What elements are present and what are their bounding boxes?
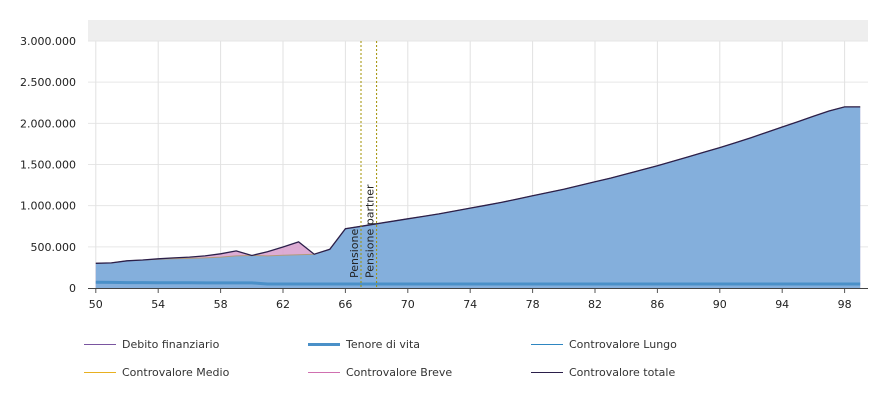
legend-item[interactable]: Tenore di vita xyxy=(308,336,420,352)
x-tick-label: 66 xyxy=(338,298,352,310)
line-controvalore-totale xyxy=(95,106,861,264)
y-tick-label: 3.000.000 xyxy=(20,35,76,48)
legend-label: Debito finanziario xyxy=(122,337,220,351)
legend-label: Controvalore Lungo xyxy=(569,337,677,351)
legend-swatch xyxy=(308,342,340,346)
y-tick-label: 1.500.000 xyxy=(20,159,76,172)
legend-swatch xyxy=(308,371,340,373)
x-tick-label: 98 xyxy=(838,298,852,310)
x-tick-label: 94 xyxy=(775,298,789,310)
legend-item[interactable]: Controvalore Medio xyxy=(84,364,229,380)
x-tick-label: 82 xyxy=(588,298,602,310)
x-tick-label: 74 xyxy=(463,298,477,310)
series-lines xyxy=(95,106,861,286)
legend-label: Tenore di vita xyxy=(346,337,421,351)
y-tick-label: 2.500.000 xyxy=(20,76,76,89)
y-tick-label: 500.000 xyxy=(31,241,77,254)
legend: Debito finanziario Tenore di vita Controva… xyxy=(0,330,888,390)
legend-swatch xyxy=(531,343,563,345)
plot-top-band xyxy=(88,20,868,41)
legend-swatch xyxy=(84,343,116,345)
legend-swatch xyxy=(84,371,116,373)
x-tick-label: 54 xyxy=(151,298,165,310)
legend-label: Controvalore totale xyxy=(569,365,676,379)
x-tick-label: 70 xyxy=(401,298,415,310)
y-tick-label: 0 xyxy=(69,282,76,295)
x-tick-label: 50 xyxy=(89,298,103,310)
x-tick-label: 58 xyxy=(214,298,228,310)
y-tick-label: 1.000.000 xyxy=(20,200,76,213)
x-tick-label: 86 xyxy=(650,298,664,310)
legend-label: Controvalore Medio xyxy=(122,365,230,379)
area-controvalore-lungo xyxy=(95,106,861,289)
axes: 0 500.000 1.000.000 1.500.000 2.000.000 2.500… xyxy=(20,35,868,310)
legend-item[interactable]: Controvalore Lungo xyxy=(531,336,677,352)
annotations: Pensione Pensione partner xyxy=(348,41,378,288)
annotation-label: Pensione xyxy=(348,229,361,278)
series-areas xyxy=(95,106,861,289)
legend-label: Controvalore Breve xyxy=(346,365,453,379)
legend-item[interactable]: Debito finanziario xyxy=(84,336,219,352)
annotation-label: Pensione partner xyxy=(364,184,377,278)
x-tick-label: 78 xyxy=(526,298,540,310)
x-tick-label: 90 xyxy=(713,298,727,310)
y-tick-label: 2.000.000 xyxy=(20,117,76,130)
line-tenore-di-vita xyxy=(95,280,861,286)
area-chart: Pensione Pensione partner 0 500.000 1.000.0… xyxy=(20,20,868,310)
legend-item[interactable]: Controvalore totale xyxy=(531,364,675,380)
x-tick-label: 62 xyxy=(276,298,290,310)
legend-swatch xyxy=(531,371,563,373)
legend-item[interactable]: Controvalore Breve xyxy=(308,364,452,380)
